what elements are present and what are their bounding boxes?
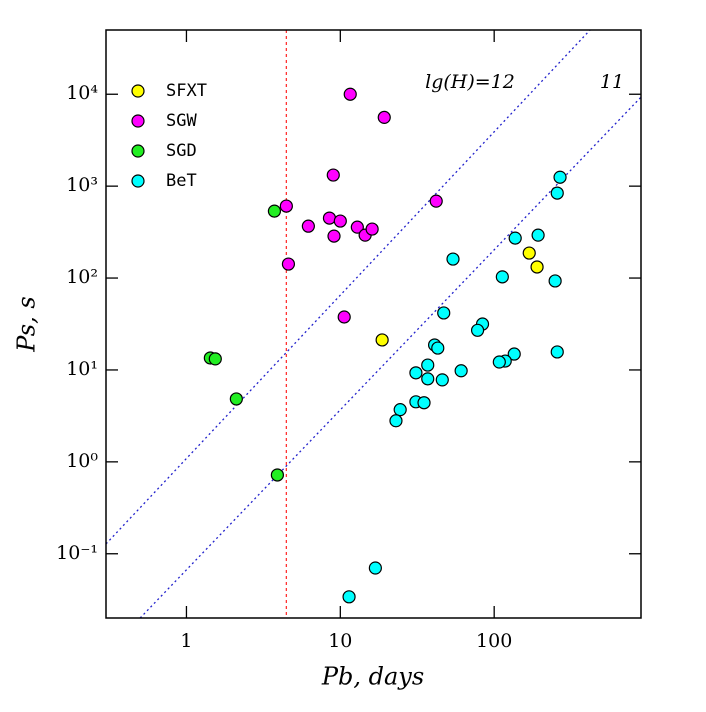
point	[417, 396, 431, 410]
reference-line	[139, 96, 641, 618]
point	[270, 468, 284, 482]
point	[431, 341, 445, 355]
point	[343, 87, 357, 101]
point	[229, 392, 243, 406]
y-axis-label: Ps, s	[13, 296, 41, 352]
point	[375, 333, 389, 347]
point	[454, 364, 468, 378]
point	[531, 228, 545, 242]
point	[327, 229, 341, 243]
y-tick-label: 10³	[66, 174, 98, 196]
point	[492, 355, 506, 369]
point	[333, 214, 347, 228]
point	[548, 274, 562, 288]
line-label: lg(H)=12	[425, 71, 515, 93]
point	[337, 310, 351, 324]
point	[495, 270, 509, 284]
point	[421, 358, 435, 372]
x-axis-label: Pb, days	[321, 663, 424, 691]
point	[301, 219, 315, 233]
point	[550, 345, 564, 359]
y-tick-label: 10⁴	[66, 82, 98, 104]
line-label: 11	[600, 71, 624, 93]
legend-label: SGD	[166, 141, 197, 161]
reference-line	[106, 30, 591, 545]
frame	[105, 29, 642, 619]
point	[429, 194, 443, 208]
y-tick-label: 10⁻¹	[56, 542, 98, 564]
point	[508, 231, 522, 245]
legend-marker	[131, 144, 145, 158]
point	[553, 170, 567, 184]
point	[446, 252, 460, 266]
point	[279, 199, 293, 213]
point	[342, 590, 356, 604]
x-tick-label: 10	[328, 630, 352, 652]
point	[530, 260, 544, 274]
point	[350, 220, 364, 234]
point	[267, 204, 282, 218]
plot-area	[106, 30, 641, 618]
y-tick-label: 10²	[66, 266, 98, 288]
point	[389, 414, 403, 428]
point	[365, 222, 379, 236]
point	[409, 366, 423, 380]
legend-marker	[131, 114, 145, 128]
point	[507, 347, 521, 361]
point	[550, 186, 564, 200]
point	[437, 306, 451, 320]
x-tick-label: 100	[476, 630, 512, 652]
point	[208, 352, 222, 366]
legend-marker	[131, 84, 145, 98]
legend-label: BeT	[166, 171, 197, 191]
x-tick-label: 1	[180, 630, 192, 652]
legend-label: SFXT	[166, 81, 207, 101]
point	[377, 110, 391, 124]
point	[470, 323, 485, 337]
point	[421, 372, 435, 386]
y-tick-label: 10⁰	[66, 450, 98, 472]
point	[281, 257, 296, 271]
point	[326, 168, 340, 182]
legend-marker	[131, 174, 145, 188]
legend-label: SGW	[166, 111, 197, 131]
point	[435, 373, 449, 387]
point	[322, 211, 337, 225]
point	[393, 403, 407, 417]
y-tick-label: 10¹	[66, 358, 98, 380]
point	[522, 246, 536, 260]
point	[368, 561, 382, 575]
